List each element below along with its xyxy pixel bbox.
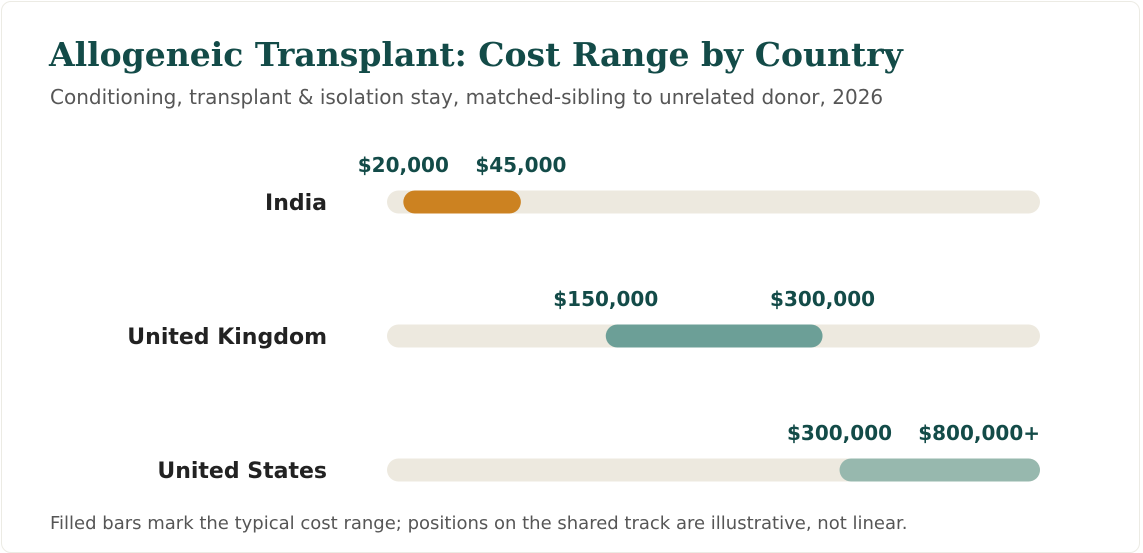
high-value-label-india: $45,000 — [475, 153, 566, 177]
range-bar-united-states — [839, 458, 1040, 482]
row-united-states: United States $300,000 $800,000+ — [157, 421, 1040, 484]
high-value-label-united-states: $800,000+ — [918, 421, 1040, 445]
low-value-label-united-states: $300,000 — [787, 421, 892, 445]
chart-footnote: Filled bars mark the typical cost range;… — [50, 513, 908, 534]
track-india — [387, 190, 1040, 214]
range-bar-india — [403, 190, 521, 214]
country-label-united-kingdom: United Kingdom — [127, 325, 327, 350]
range-bar-united-kingdom — [605, 324, 823, 348]
high-value-label-united-kingdom: $300,000 — [770, 287, 875, 311]
row-india: India $20,000 $45,000 — [265, 153, 1040, 216]
low-value-label-united-kingdom: $150,000 — [553, 287, 658, 311]
country-label-india: India — [265, 191, 327, 216]
chart-subtitle: Conditioning, transplant & isolation sta… — [50, 85, 884, 109]
chart-title: Allogeneic Transplant: Cost Range by Cou… — [49, 35, 903, 74]
low-value-label-india: $20,000 — [358, 153, 449, 177]
row-united-kingdom: United Kingdom $150,000 $300,000 — [127, 287, 1040, 350]
country-label-united-states: United States — [157, 459, 327, 484]
